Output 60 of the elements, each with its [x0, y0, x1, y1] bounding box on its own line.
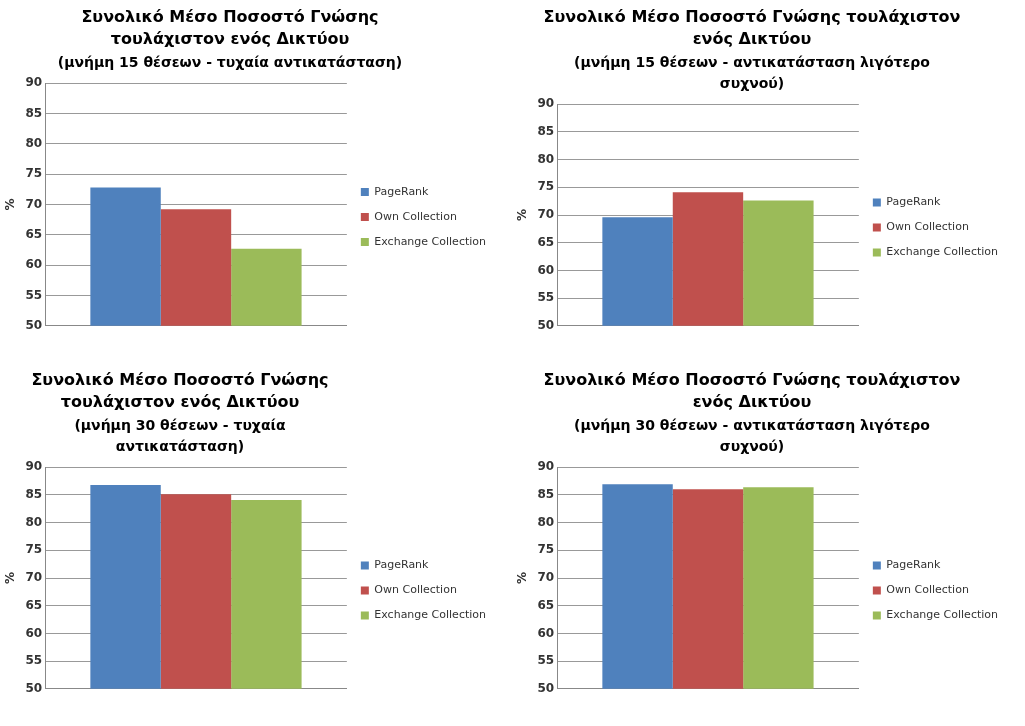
- legend-label: Own Collection: [886, 220, 969, 234]
- y-tick-label: 70: [25, 570, 43, 585]
- y-tick-label: 75: [537, 179, 555, 194]
- y-tick-label: 60: [537, 262, 555, 277]
- legend-label: Exchange Collection: [886, 245, 999, 259]
- legend-label: PageRank: [886, 195, 942, 209]
- y-tick-label: 75: [25, 166, 43, 181]
- y-tick-label: 55: [25, 653, 43, 668]
- legend-label: PageRank: [374, 184, 430, 198]
- legend-label: Own Collection: [374, 209, 457, 223]
- y-tick-label: 55: [25, 287, 43, 302]
- y-axis-title: %: [515, 571, 530, 585]
- y-tick-label: 90: [537, 96, 555, 111]
- y-tick-label: 65: [537, 234, 555, 249]
- y-tick-label: 50: [537, 680, 555, 695]
- legend-label: Exchange Collection: [374, 608, 487, 622]
- chart-subtitle: (μνήμη 30 θέσεων - αντικατάσταση λιγότερο συχνού): [573, 416, 931, 456]
- y-tick-label: 50: [537, 317, 555, 332]
- y-tick-label: 85: [25, 105, 43, 120]
- y-tick-label: 75: [25, 542, 43, 557]
- y-tick-label: 75: [537, 542, 555, 557]
- chart-subtitle: (μνήμη 15 θέσεων - αντικατάσταση λιγότερο συχνού): [573, 53, 931, 93]
- legend-label: Exchange Collection: [886, 608, 999, 622]
- chart-subtitle: (μνήμη 30 θέσεων - τυχαία αντικατάσταση): [73, 416, 287, 456]
- y-tick-label: 90: [537, 459, 555, 474]
- y-tick-label: 70: [537, 207, 555, 222]
- y-axis-title: %: [3, 571, 18, 585]
- y-tick-label: 60: [537, 625, 555, 640]
- chart-title: Συνολικό Μέσο Ποσοστό Γνώσης τουλάχιστον ενός Δικτύου: [30, 369, 330, 413]
- y-tick-label: 55: [537, 290, 555, 305]
- y-tick-label: 85: [25, 487, 43, 502]
- y-tick-label: 90: [25, 75, 43, 90]
- y-tick-label: 85: [537, 487, 555, 502]
- y-tick-label: 90: [25, 459, 43, 474]
- y-tick-label: 50: [25, 680, 43, 695]
- legend-label: Own Collection: [886, 583, 969, 597]
- y-tick-label: 65: [537, 597, 555, 612]
- y-tick-label: 60: [25, 257, 43, 272]
- chart-title: Συνολικό Μέσο Ποσοστό Γνώσης τουλάχιστον ενός Δικτύου: [542, 369, 962, 413]
- y-tick-label: 80: [537, 151, 555, 166]
- y-tick-label: 70: [537, 570, 555, 585]
- y-axis-title: %: [515, 208, 530, 222]
- y-tick-label: 85: [537, 124, 555, 139]
- legend-label: PageRank: [886, 558, 942, 572]
- y-tick-label: 65: [25, 226, 43, 241]
- y-tick-label: 80: [537, 514, 555, 529]
- y-tick-label: 55: [537, 653, 555, 668]
- chart-subtitle: (μνήμη 15 θέσεων - τυχαία αντικατάσταση): [56, 53, 404, 72]
- y-tick-label: 80: [25, 514, 43, 529]
- legend-label: Own Collection: [374, 583, 457, 597]
- legend-label: PageRank: [374, 558, 430, 572]
- y-tick-label: 70: [25, 196, 43, 211]
- chart-title: Συνολικό Μέσο Ποσοστό Γνώσης τουλάχιστον ενός Δικτύου: [80, 6, 380, 50]
- y-axis-title: %: [3, 198, 18, 211]
- y-tick-label: 65: [25, 597, 43, 612]
- y-tick-label: 80: [25, 135, 43, 150]
- y-tick-label: 60: [25, 625, 43, 640]
- chart-title: Συνολικό Μέσο Ποσοστό Γνώσης τουλάχιστον ενός Δικτύου: [542, 6, 962, 50]
- legend-label: Exchange Collection: [374, 234, 487, 248]
- y-tick-label: 50: [25, 317, 43, 332]
